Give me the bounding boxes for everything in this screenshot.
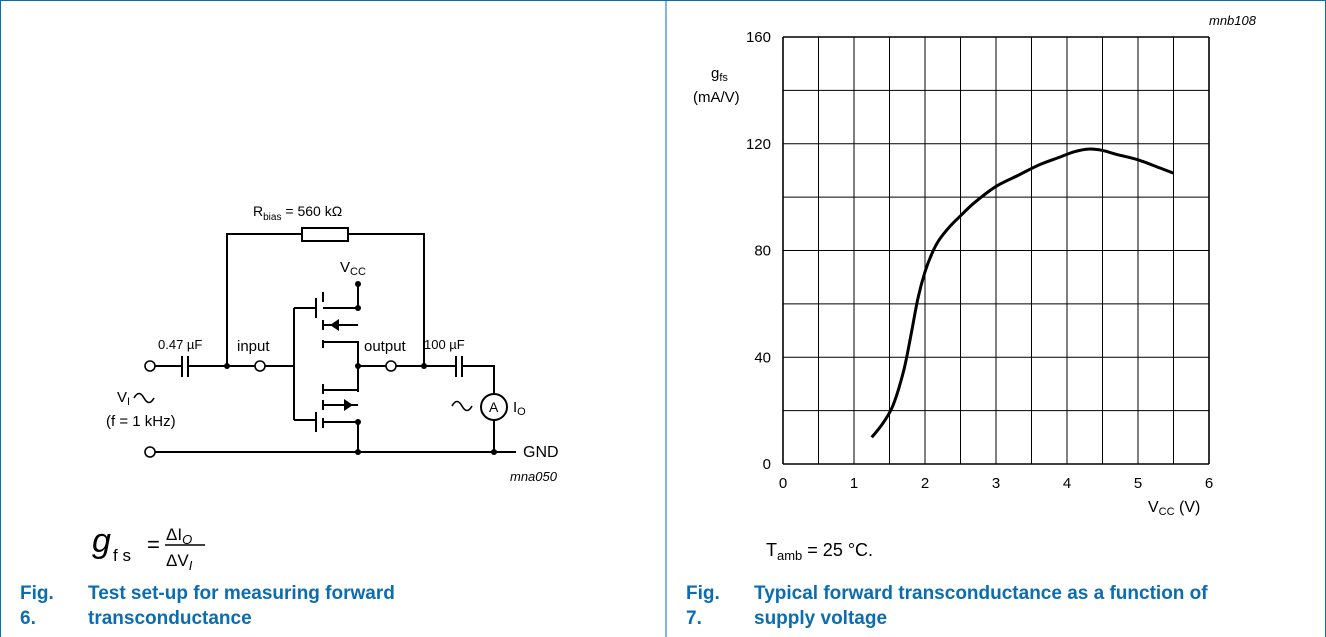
formula-denominator: ΔVI (166, 551, 193, 573)
terminal-input (144, 360, 156, 372)
fig6-code: mna050 (510, 469, 558, 484)
junction-dot (421, 363, 427, 369)
y-axis-unit: (mA/V) (693, 89, 740, 106)
vi-label: VI (117, 389, 130, 408)
nmos-source (323, 421, 359, 452)
x-axis-label: VCC (V) (1148, 499, 1200, 518)
wire-feedback-right (348, 233, 425, 366)
fig7-caption-number: Fig. 7. (686, 583, 720, 629)
x-tick-label: 4 (1063, 475, 1071, 492)
fig7-panel: 0 1 2 3 4 5 6 0 40 80 120 160 mnb108 gfs (mA/V) VCC… (666, 0, 1326, 637)
y-tick-label: 80 (754, 243, 771, 260)
x-tick-label: 3 (992, 475, 1000, 492)
terminal-gnd-left (144, 446, 156, 458)
junction-dot (355, 449, 361, 455)
y-tick-label: 40 (754, 349, 771, 366)
terminal-input-node (254, 360, 266, 372)
circuit-diagram: Rbias = 560 kΩ VCC 0.47 µF input output … (92, 203, 559, 573)
transconductance-chart: 0 1 2 3 4 5 6 0 40 80 120 160 mnb108 gfs (mA/V) VCC… (693, 13, 1257, 563)
x-tick-label: 6 (1205, 475, 1213, 492)
tamb-label: Tamb = 25 °C. (766, 540, 873, 563)
junction-dot (491, 449, 497, 455)
x-tick-label: 5 (1134, 475, 1142, 492)
formula-numerator: ΔIO (166, 525, 192, 547)
nmos-arrow (344, 399, 353, 411)
junction-dot (355, 305, 361, 311)
chart-grid (782, 36, 1210, 465)
io-label: IO (513, 399, 526, 418)
rbias-label: Rbias = 560 kΩ (253, 203, 342, 223)
resistor-rbias (301, 227, 349, 242)
ammeter (480, 393, 508, 421)
ac-source-right (451, 400, 473, 412)
formula-fs: f s (113, 546, 131, 565)
ac-source-left (133, 392, 155, 404)
freq-label: (f = 1 kHz) (106, 413, 176, 430)
formula-g: g (92, 522, 111, 560)
pmos-drain (323, 341, 359, 392)
y-tick-label: 120 (746, 136, 771, 153)
x-tick-label: 2 (921, 475, 929, 492)
gnd-label: GND (523, 444, 559, 461)
vcc-label: VCC (340, 259, 366, 278)
wire-to-ammeter (462, 365, 495, 394)
fig6-panel: Rbias = 560 kΩ VCC 0.47 µF input output … (20, 203, 559, 629)
pmos-arrow (330, 319, 339, 331)
junction-dot (224, 363, 230, 369)
ammeter-label: A (489, 399, 499, 415)
fig7-caption-text: Typical forward transconductance as a fu… (754, 583, 1208, 629)
fig6-caption-number: Fig. 6. (20, 583, 54, 629)
y-tick-label: 0 (763, 456, 771, 473)
y-axis-label: gfs (711, 65, 728, 84)
gfs-curve (870, 147, 1175, 439)
cap-right-label: 100 µF (424, 337, 465, 352)
terminal-output-node (385, 360, 397, 372)
x-tick-label: 0 (779, 475, 787, 492)
pmos-source (323, 284, 359, 309)
x-tick-label: 1 (850, 475, 858, 492)
cap-left-label: 0.47 µF (158, 337, 202, 352)
fig7-code: mnb108 (1209, 13, 1257, 28)
formula-equals: = (147, 532, 160, 557)
fig6-caption-text: Test set-up for measuring forward transc… (88, 583, 395, 629)
wire-feedback-left (226, 233, 302, 366)
output-label: output (364, 338, 407, 355)
junction-dot (355, 419, 361, 425)
chart-ticks: 0 1 2 3 4 5 6 0 40 80 120 160 (746, 29, 1213, 492)
input-label: input (237, 338, 270, 355)
junction-dot (355, 363, 361, 369)
junction-dot (355, 281, 361, 287)
y-tick-label: 160 (746, 29, 771, 46)
